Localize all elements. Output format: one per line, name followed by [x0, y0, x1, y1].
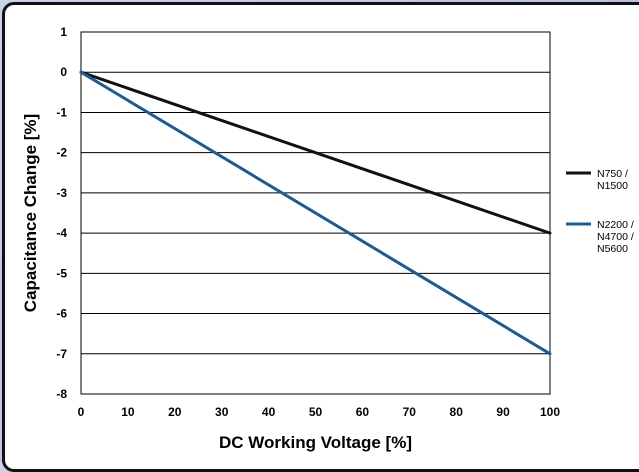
x-tick-label: 90: [496, 405, 510, 419]
x-tick-label: 80: [450, 405, 464, 419]
y-tick-label: 1: [60, 25, 67, 39]
x-tick-label: 50: [309, 405, 323, 419]
x-tick-label: 100: [540, 405, 560, 419]
x-tick-label: 60: [356, 405, 370, 419]
legend-label: N750 /: [597, 168, 628, 180]
x-tick-label: 40: [262, 405, 276, 419]
y-tick-label: -3: [56, 186, 67, 200]
x-tick-label: 70: [403, 405, 417, 419]
x-tick-label: 30: [215, 405, 229, 419]
x-tick-labels: 0 10 20 30 40 50 60 70 80 90 100: [78, 405, 561, 419]
line-chart: 10-1-2-3-4-5-6-7-8 0 10 20 30 40 50 60 70 80 90 10…: [21, 25, 634, 452]
legend-label: N2200 /: [597, 219, 634, 231]
series-lines: [79, 70, 552, 356]
y-tick-label: -7: [56, 347, 67, 361]
legend-label: N5600: [597, 243, 628, 255]
legend-label: N1500: [597, 180, 628, 192]
x-tick-label: 10: [121, 405, 135, 419]
plot-area: [80, 31, 551, 395]
y-tick-label: -8: [56, 387, 67, 401]
legend-label: N4700 /: [597, 231, 634, 243]
legend-item-1: N750 /N1500: [566, 168, 628, 192]
legend: N750 /N1500 N2200 /N4700 /N5600: [566, 168, 634, 255]
y-axis-title: Capacitance Change [%]: [21, 114, 40, 312]
legend-item-2: N2200 /N4700 /N5600: [566, 219, 634, 255]
y-tick-label: -4: [56, 226, 67, 240]
x-axis-title: DC Working Voltage [%]: [219, 433, 412, 452]
x-tick-label: 20: [168, 405, 182, 419]
y-tick-label: 0: [60, 65, 67, 79]
y-tick-label: -1: [56, 105, 67, 119]
y-tick-labels: 1 0 -1 -2 -3 -4 -5 -6 -7 -8: [56, 25, 67, 401]
y-tick-label: -5: [56, 266, 67, 280]
series-line-1: [79, 70, 552, 235]
y-tick-label: -2: [56, 146, 67, 160]
x-tick-label: 0: [78, 405, 85, 419]
y-tick-label: -6: [56, 307, 67, 321]
series-line-2: [79, 70, 552, 356]
